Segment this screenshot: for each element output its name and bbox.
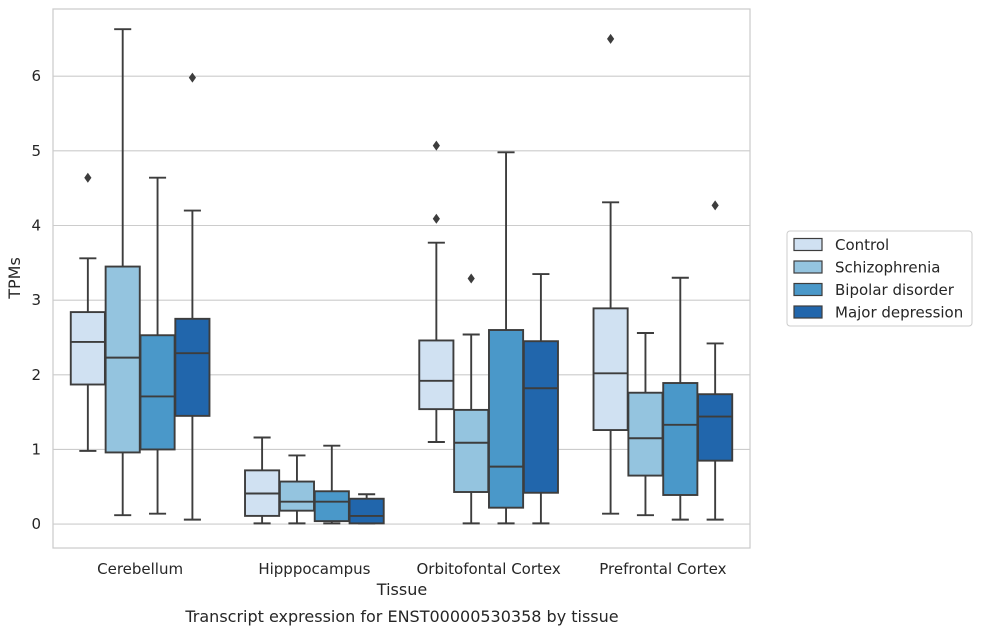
box-item — [662, 276, 699, 521]
box-item — [313, 444, 350, 525]
box-item — [418, 140, 455, 443]
x-axis-label: Tissue — [376, 580, 427, 599]
x-tick-label: Prefrontal Cortex — [599, 560, 726, 578]
series-group — [174, 72, 734, 525]
box-body — [662, 382, 699, 496]
outlier-point — [84, 172, 92, 183]
outlier-point — [432, 140, 440, 151]
y-tick-label: 6 — [31, 67, 41, 85]
outlier-point — [467, 273, 475, 284]
series-group — [139, 151, 699, 525]
y-tick-label: 5 — [31, 142, 41, 160]
y-tick-label: 0 — [31, 515, 41, 533]
plot-frame — [52, 8, 751, 549]
box-item — [627, 332, 664, 517]
box-item — [488, 151, 525, 525]
chart-caption: Transcript expression for ENST0000053035… — [184, 607, 618, 626]
x-tick-label: Orbitofontal Cortex — [417, 560, 561, 578]
series-group — [69, 33, 629, 525]
box-item — [697, 200, 734, 521]
y-tick-label: 2 — [31, 366, 41, 384]
legend-swatch — [793, 260, 823, 274]
box-item — [139, 176, 176, 515]
box-item — [592, 33, 629, 515]
series-group — [104, 28, 664, 525]
legend-label: Schizophrenia — [835, 259, 940, 277]
legend-label: Major depression — [835, 304, 963, 322]
legend-frame — [786, 230, 973, 327]
plot-boxes — [69, 28, 734, 525]
box-body — [104, 265, 141, 454]
box-item — [453, 273, 490, 525]
box-body — [627, 391, 664, 477]
box-body — [453, 408, 490, 493]
legend-label: Control — [835, 236, 889, 254]
box-body — [592, 307, 629, 431]
y-tick-label: 1 — [31, 440, 41, 458]
legend-swatch — [793, 237, 823, 252]
outlier-point — [432, 213, 440, 224]
box-item — [244, 436, 281, 525]
box-item — [522, 273, 559, 525]
legend-swatch — [793, 282, 823, 297]
legend-swatch — [793, 305, 823, 319]
box-item — [104, 28, 141, 517]
box-body — [697, 393, 734, 462]
y-tick-labels: 0 1 2 3 4 5 6 — [31, 67, 41, 533]
x-tick-labels: Cerebellum Hipppocampus Orbitofontal Corte… — [97, 560, 726, 578]
box-item — [278, 454, 315, 525]
box-body — [348, 497, 385, 525]
box-item — [69, 172, 106, 452]
outlier-point — [711, 200, 719, 211]
box-body — [139, 334, 176, 451]
box-body — [418, 339, 455, 411]
box-body — [313, 490, 350, 523]
box-item — [174, 72, 211, 521]
outlier-point — [607, 33, 615, 44]
y-axis-label: TPMs — [5, 257, 24, 300]
box-body — [69, 311, 106, 386]
box-body — [522, 340, 559, 494]
y-tick-label: 3 — [31, 291, 41, 309]
y-tick-label: 4 — [31, 216, 41, 234]
legend: Control Schizophrenia Bipolar disorder Majo… — [786, 230, 973, 327]
box-body — [278, 480, 315, 512]
box-item — [348, 493, 385, 525]
box-body — [488, 329, 525, 509]
x-tick-label: Cerebellum — [97, 560, 183, 578]
x-tick-label: Hipppocampus — [258, 560, 370, 578]
legend-label: Bipolar disorder — [835, 281, 955, 299]
box-body — [174, 317, 211, 417]
outlier-point — [188, 72, 196, 83]
